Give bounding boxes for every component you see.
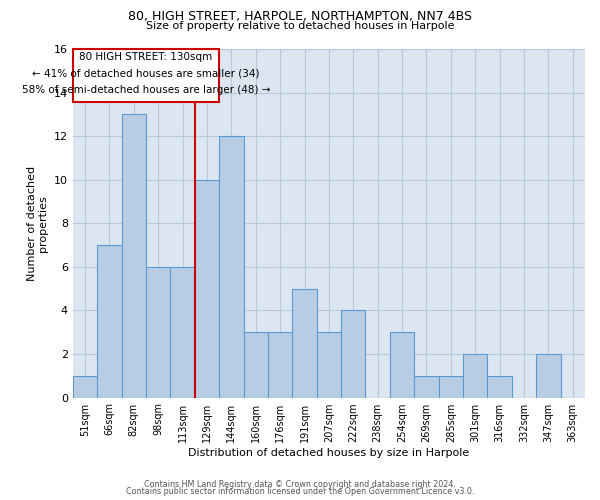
Text: 80, HIGH STREET, HARPOLE, NORTHAMPTON, NN7 4BS: 80, HIGH STREET, HARPOLE, NORTHAMPTON, N…	[128, 10, 472, 23]
Bar	[341, 310, 365, 398]
X-axis label: Distribution of detached houses by size in Harpole: Distribution of detached houses by size …	[188, 448, 470, 458]
Text: Contains HM Land Registry data © Crown copyright and database right 2024.: Contains HM Land Registry data © Crown c…	[144, 480, 456, 489]
Y-axis label: Number of detached
properties: Number of detached properties	[26, 166, 48, 281]
Bar	[122, 114, 146, 398]
Bar	[414, 376, 439, 398]
Text: Contains public sector information licensed under the Open Government Licence v3: Contains public sector information licen…	[126, 487, 474, 496]
Bar	[73, 376, 97, 398]
Bar	[536, 354, 560, 398]
Bar	[195, 180, 219, 398]
Bar	[463, 354, 487, 398]
Bar	[146, 267, 170, 398]
Text: Size of property relative to detached houses in Harpole: Size of property relative to detached ho…	[146, 21, 454, 31]
Bar	[170, 267, 195, 398]
Bar	[219, 136, 244, 398]
Bar	[487, 376, 512, 398]
Bar	[244, 332, 268, 398]
Bar	[268, 332, 292, 398]
FancyBboxPatch shape	[73, 49, 219, 102]
Bar	[317, 332, 341, 398]
Text: 80 HIGH STREET: 130sqm: 80 HIGH STREET: 130sqm	[79, 52, 212, 62]
Text: 58% of semi-detached houses are larger (48) →: 58% of semi-detached houses are larger (…	[22, 86, 270, 96]
Bar	[390, 332, 414, 398]
Bar	[439, 376, 463, 398]
Bar	[97, 245, 122, 398]
Text: ← 41% of detached houses are smaller (34): ← 41% of detached houses are smaller (34…	[32, 68, 260, 78]
Bar	[292, 288, 317, 398]
